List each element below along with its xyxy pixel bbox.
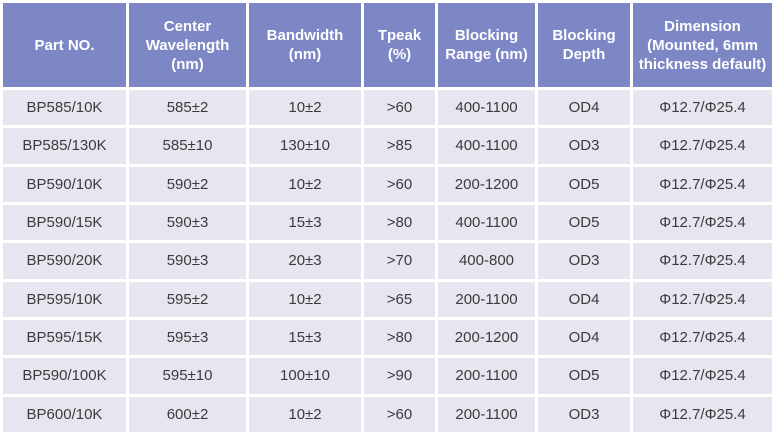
col-header-dimension: Dimension (Mounted, 6mm thickness defaul… (633, 3, 772, 87)
table-row: BP590/15K 590±3 15±3 >80 400-1100 OD5 Φ12.7/Φ2… (3, 204, 772, 241)
table-cell: Φ12.7/Φ25.4 (633, 166, 772, 202)
table-cell: 200-1200 (438, 166, 535, 202)
table-cell: 10±2 (249, 281, 361, 317)
table-cell: >60 (364, 90, 435, 126)
table-cell: 400-1100 (438, 128, 535, 164)
table-cell: BP585/130K (3, 128, 126, 164)
col-header-center-wavelength: Center Wavelength (nm) (129, 3, 246, 87)
table-cell: 400-1100 (438, 90, 535, 126)
table-cell: >60 (364, 166, 435, 202)
table-cell: 20±3 (249, 243, 361, 279)
table-cell: >70 (364, 243, 435, 279)
table-cell: Φ12.7/Φ25.4 (633, 319, 772, 356)
table-cell: 600±2 (129, 396, 246, 432)
table-cell: >80 (364, 319, 435, 356)
table-row: BP585/130K 585±10 130±10 >85 400-1100 OD3 Φ12.… (3, 128, 772, 164)
table-cell: 200-1100 (438, 281, 535, 317)
table-cell: 10±2 (249, 90, 361, 126)
table-cell: 595±10 (129, 358, 246, 394)
table-cell: 200-1100 (438, 358, 535, 394)
table-cell: Φ12.7/Φ25.4 (633, 281, 772, 317)
col-header-blocking-range: Blocking Range (nm) (438, 3, 535, 87)
table-cell: BP585/10K (3, 90, 126, 126)
table-cell: OD4 (538, 90, 630, 126)
table-cell: 585±10 (129, 128, 246, 164)
table-cell: 15±3 (249, 319, 361, 356)
table-cell: >80 (364, 204, 435, 241)
table-cell: >85 (364, 128, 435, 164)
table-cell: 590±3 (129, 204, 246, 241)
table-row: BP585/10K 585±2 10±2 >60 400-1100 OD4 Φ12.7/Φ2… (3, 90, 772, 126)
table-cell: 400-800 (438, 243, 535, 279)
table-row: BP590/100K 595±10 100±10 >90 200-1100 OD5 Φ12.… (3, 358, 772, 394)
table-cell: OD4 (538, 319, 630, 356)
table-cell: 15±3 (249, 204, 361, 241)
col-header-blocking-depth: Blocking Depth (538, 3, 630, 87)
table-cell: 10±2 (249, 396, 361, 432)
table-cell: OD5 (538, 204, 630, 241)
col-header-tpeak: Tpeak (%) (364, 3, 435, 87)
table-row: BP595/15K 595±3 15±3 >80 200-1200 OD4 Φ12.7/Φ2… (3, 319, 772, 356)
table-cell: Φ12.7/Φ25.4 (633, 128, 772, 164)
table-cell: BP590/15K (3, 204, 126, 241)
table-cell: OD3 (538, 243, 630, 279)
table-cell: 130±10 (249, 128, 361, 164)
table-cell: BP595/15K (3, 319, 126, 356)
table-cell: BP590/10K (3, 166, 126, 202)
table-cell: Φ12.7/Φ25.4 (633, 358, 772, 394)
table-cell: Φ12.7/Φ25.4 (633, 396, 772, 432)
table-cell: OD4 (538, 281, 630, 317)
table-cell: 400-1100 (438, 204, 535, 241)
table-cell: Φ12.7/Φ25.4 (633, 243, 772, 279)
table-cell: >90 (364, 358, 435, 394)
table-row: BP590/20K 590±3 20±3 >70 400-800 OD3 Φ12.7/Φ25… (3, 243, 772, 279)
table-cell: 200-1200 (438, 319, 535, 356)
table-cell: 595±2 (129, 281, 246, 317)
table-body: BP585/10K 585±2 10±2 >60 400-1100 OD4 Φ12.7/Φ2… (3, 90, 772, 432)
table-cell: 595±3 (129, 319, 246, 356)
table-cell: OD5 (538, 166, 630, 202)
table-cell: Φ12.7/Φ25.4 (633, 90, 772, 126)
table-cell: Φ12.7/Φ25.4 (633, 204, 772, 241)
table-cell: 100±10 (249, 358, 361, 394)
table-cell: OD3 (538, 128, 630, 164)
table-cell: OD5 (538, 358, 630, 394)
table-cell: OD3 (538, 396, 630, 432)
header-row: Part NO. Center Wavelength (nm) Bandwidt… (3, 3, 772, 87)
table-cell: BP590/100K (3, 358, 126, 394)
table-row: BP600/10K 600±2 10±2 >60 200-1100 OD3 Φ12.7/Φ2… (3, 396, 772, 432)
table-cell: 590±2 (129, 166, 246, 202)
table-cell: BP600/10K (3, 396, 126, 432)
col-header-bandwidth: Bandwidth (nm) (249, 3, 361, 87)
table-cell: >60 (364, 396, 435, 432)
table-row: BP590/10K 590±2 10±2 >60 200-1200 OD5 Φ12.7/Φ2… (3, 166, 772, 202)
table-cell: >65 (364, 281, 435, 317)
table-cell: 10±2 (249, 166, 361, 202)
table-cell: BP595/10K (3, 281, 126, 317)
table-row: BP595/10K 595±2 10±2 >65 200-1100 OD4 Φ12.7/Φ2… (3, 281, 772, 317)
table-cell: 590±3 (129, 243, 246, 279)
table-cell: 200-1100 (438, 396, 535, 432)
table-cell: BP590/20K (3, 243, 126, 279)
col-header-part-no: Part NO. (3, 3, 126, 87)
table-cell: 585±2 (129, 90, 246, 126)
